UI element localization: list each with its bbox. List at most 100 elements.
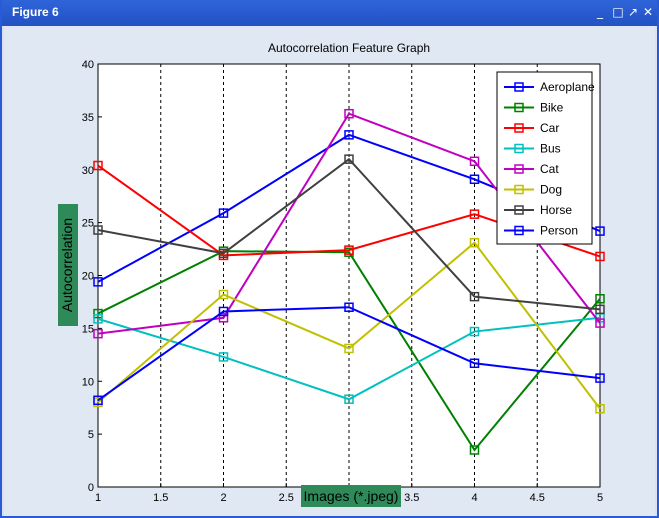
series-line-bike [97,250,601,452]
legend-label: Person [540,224,578,238]
maximize-button[interactable]: □ [612,5,624,19]
data-point-dog [595,403,605,414]
legend: Aeroplane Bike Car Bus Cat Dog Horse Person [496,71,595,245]
y-tick-label: 35 [82,112,94,124]
data-point-aeroplane [344,130,354,140]
data-point-aeroplane [469,174,480,185]
y-axis-ticks: 0 5 10 15 20 25 30 35 40 [82,59,102,494]
data-point-car [595,251,605,262]
data-point-dog [344,343,354,354]
x-tick-label: 5 [597,492,603,504]
legend-label: Car [540,121,559,135]
legend-item-bike: Bike [504,101,564,115]
legend-label: Cat [540,162,559,176]
legend-item-dog: Dog [504,183,562,197]
series-dog [93,237,605,414]
data-point-dog [469,237,480,248]
data-point-bike [469,445,480,455]
x-axis-label-group: Images (*.jpeg) [301,485,401,507]
data-point-bus [469,326,480,337]
y-tick-label: 25 [82,218,94,230]
legend-label: Dog [540,183,562,197]
legend-items: Aeroplane Bike Car Bus Cat Dog Horse Person [504,80,595,238]
x-axis-label: Images (*.jpeg) [304,488,399,504]
legend-marker [514,184,524,195]
y-axis-label-bg [58,204,78,326]
data-point-cat [469,156,480,167]
y-tick-label: 15 [82,323,94,335]
legend-label: Bus [540,142,561,156]
data-point-horse [344,154,354,164]
legend-marker [514,143,524,154]
data-point-person [595,373,605,383]
x-tick-label: 2 [220,492,226,504]
legend-label: Horse [540,203,572,217]
legend-box [496,71,593,245]
legend-item-person: Person [504,224,578,238]
legend-item-car: Car [504,121,559,135]
x-tick-label: 3.5 [404,492,419,504]
title-bar[interactable]: Figure 6 _ □ ↗ ✕ [2,0,657,26]
x-tick-label: 4.5 [530,492,545,504]
data-point-bus [93,314,103,324]
data-point-aeroplane [218,208,229,218]
legend-item-cat: Cat [504,162,559,176]
data-point-person [469,358,480,369]
y-tick-label: 30 [82,165,94,177]
y-axis-label: Autocorrelation [59,218,75,312]
legend-item-horse: Horse [504,203,572,217]
data-point-bus [218,352,229,362]
y-axis-label-group: Autocorrelation [58,204,78,326]
data-point-cat [595,318,605,328]
legend-item-bus: Bus [504,142,561,156]
y-tick-label: 5 [88,429,94,441]
x-tick-label: 2.5 [279,492,294,504]
legend-marker [514,225,524,236]
legend-item-aeroplane: Aeroplane [504,80,595,94]
legend-marker [514,123,524,133]
legend-marker [514,164,524,174]
data-point-horse [218,248,229,259]
data-point-car [469,209,480,219]
series-bus [93,313,605,404]
y-tick-label: 0 [88,482,94,494]
data-point-cat [218,313,229,323]
legend-label: Aeroplane [540,80,595,94]
series-line-bus [97,316,601,401]
window-title: Figure 6 [12,5,59,19]
close-button[interactable]: ✕ [642,5,654,19]
grid-lines [160,64,538,487]
x-axis-label-bg [301,485,401,507]
data-point-cat [93,328,103,339]
data-point-bike [93,308,103,319]
legend-marker [514,205,524,215]
data-point-car [93,160,103,171]
legend-label: Bike [540,101,564,115]
series-bike [93,246,605,455]
series-line-person [97,306,601,402]
x-tick-label: 1.5 [153,492,168,504]
y-tick-label: 20 [82,271,94,283]
series-line-dog [97,241,601,410]
chart-title: Autocorrelation Feature Graph [268,41,430,55]
data-point-horse [595,304,605,315]
data-point-bike [595,294,605,304]
y-tick-label: 40 [82,59,94,71]
x-tick-label: 4 [471,492,477,504]
series-line-horse [97,157,601,311]
y-tick-label: 10 [82,376,94,388]
minimize-button[interactable]: _ [597,5,603,19]
legend-marker [514,82,524,92]
x-tick-label: 1 [95,492,101,504]
restore-button[interactable]: ↗ [627,5,639,19]
data-point-horse [469,291,480,302]
data-point-person [93,395,103,406]
series-horse [93,154,605,315]
data-point-aeroplane [93,277,103,287]
data-point-person [344,302,354,312]
data-point-dog [218,289,229,300]
data-point-car [344,245,354,255]
